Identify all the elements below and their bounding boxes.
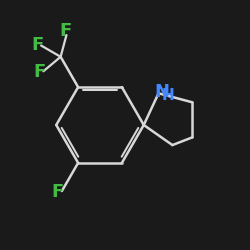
Text: F: F: [31, 36, 43, 54]
Text: F: F: [52, 183, 64, 201]
Text: H: H: [162, 88, 174, 103]
Text: F: F: [33, 63, 46, 81]
Text: F: F: [59, 22, 71, 40]
Text: N: N: [154, 83, 169, 101]
